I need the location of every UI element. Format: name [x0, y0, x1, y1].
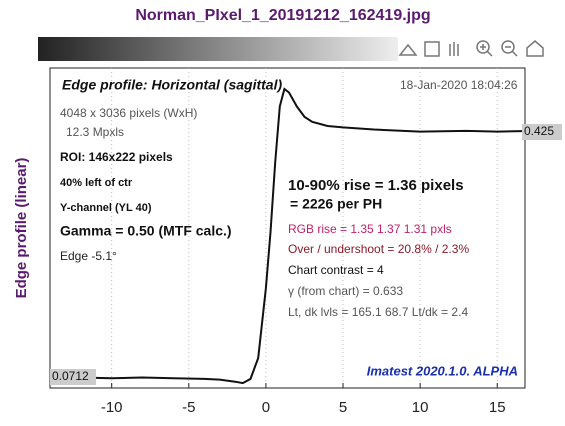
- note: 10-90% rise = 1.36 pixels: [288, 177, 464, 194]
- note: Y-channel (YL 40): [60, 202, 152, 214]
- x-tick-label: 5: [339, 399, 347, 416]
- y-axis-label: Edge profile (linear): [13, 158, 30, 299]
- chart-title: Norman_PIxel_1_20191212_162419.jpg: [135, 7, 430, 24]
- note: 12.3 Mpxls: [66, 125, 124, 139]
- note: = 2226 per PH: [290, 196, 382, 212]
- note: Chart contrast = 4: [288, 263, 384, 277]
- tool-icon[interactable]: [449, 42, 459, 56]
- tool-icon[interactable]: [424, 41, 440, 57]
- x-tick-label: 0: [262, 399, 270, 416]
- timestamp: 18-Jan-2020 18:04:26: [400, 78, 518, 92]
- level-label: 0.0712: [52, 369, 89, 383]
- tool-icon[interactable]: [398, 43, 418, 56]
- note: Gamma = 0.50 (MTF calc.): [60, 223, 232, 239]
- toolbar: [398, 40, 544, 57]
- x-tick-label: 10: [412, 399, 429, 416]
- x-tick-label: 15: [489, 399, 506, 416]
- level-label: 0.425: [524, 124, 554, 138]
- plot-title: Edge profile: Horizontal (sagittal): [62, 77, 282, 93]
- level-box: [522, 124, 562, 140]
- note: RGB rise = 1.35 1.37 1.31 pxls: [288, 222, 452, 236]
- plot-frame: [49, 67, 526, 389]
- tool-icon[interactable]: [476, 40, 490, 54]
- x-tick-label: -5: [182, 399, 195, 416]
- tool-icon[interactable]: [526, 40, 544, 57]
- note: 4048 x 3036 pixels (WxH): [60, 106, 197, 120]
- series-line: [49, 87, 536, 385]
- note: 40% left of ctr: [60, 177, 133, 189]
- note: ROI: 146x222 pixels: [60, 150, 173, 164]
- note: Lt, dk lvls = 165.1 68.7 Lt/dk = 2.4: [288, 305, 468, 319]
- note: Edge -5.1°: [60, 249, 117, 263]
- gradient-strip: [38, 37, 398, 61]
- note: γ (from chart) = 0.633: [288, 284, 403, 298]
- tool-icon[interactable]: [501, 40, 515, 54]
- note: Over / undershoot = 20.8% / 2.3%: [288, 242, 469, 256]
- level-box: [50, 369, 96, 385]
- footer: Imatest 2020.1.0. ALPHA: [367, 363, 518, 378]
- x-tick-label: -10: [101, 399, 123, 416]
